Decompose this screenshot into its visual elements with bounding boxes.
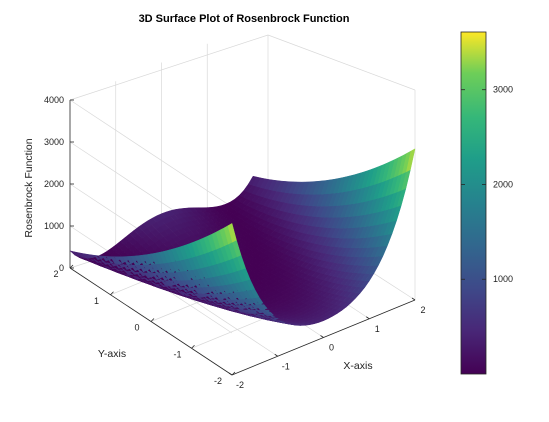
y-tick-mark [150, 318, 155, 322]
y-tick-mark [110, 291, 114, 296]
x-tick-mark [366, 316, 370, 320]
y-tick-mark [231, 371, 236, 376]
y-tick-label: 0 [134, 323, 139, 333]
z-tick-label: 4000 [44, 95, 64, 105]
colorbar-gradient [460, 31, 487, 375]
y-tick-mark [69, 264, 74, 269]
z-tick-label: 1000 [44, 221, 64, 231]
colorbar-tick-label: 1000 [493, 274, 513, 284]
x-tick-mark [228, 372, 233, 376]
surface-patch [406, 148, 416, 173]
z-axis-label: Rosenbrock Function [23, 138, 35, 237]
z-tick-label: 3000 [44, 137, 64, 147]
y-axis-label: Y-axis [98, 348, 126, 360]
z-tick-label: 0 [59, 263, 64, 273]
z-tick-label: 2000 [44, 179, 64, 189]
chart-title: 3D Surface Plot of Rosenbrock Function [139, 13, 350, 25]
grid-line [69, 99, 233, 208]
x-tick-label: 2 [420, 305, 425, 315]
y-tick-mark [191, 344, 195, 349]
colorbar: 1000 2000 3000 [460, 31, 513, 375]
x-tick-label: 1 [375, 324, 380, 334]
y-tick-label: -1 [173, 349, 181, 359]
x-tick-label: 0 [329, 343, 334, 353]
x-tick-mark [320, 335, 324, 338]
colorbar-tick-label: 3000 [493, 85, 513, 95]
x-tick-mark [411, 297, 416, 301]
x-tick-mark [274, 353, 278, 357]
x-tick-label: -1 [282, 361, 290, 371]
y-tick-label: 2 [53, 269, 58, 279]
y-tick-label: 1 [94, 296, 99, 306]
colorbar-tick-label: 2000 [493, 179, 513, 189]
x-tick-label: -2 [236, 380, 244, 390]
z-axis-ticks: 0 1000 2000 3000 4000 [44, 95, 74, 273]
colorbar-ticks: 1000 2000 3000 [461, 85, 513, 284]
y-tick-label: -2 [214, 376, 222, 386]
surface [69, 148, 416, 326]
y-axis-ticks: -2 -1 0 1 2 [53, 264, 236, 386]
x-axis-label: X-axis [343, 360, 372, 372]
x-axis-ticks: -2 -1 0 1 2 [228, 297, 426, 390]
